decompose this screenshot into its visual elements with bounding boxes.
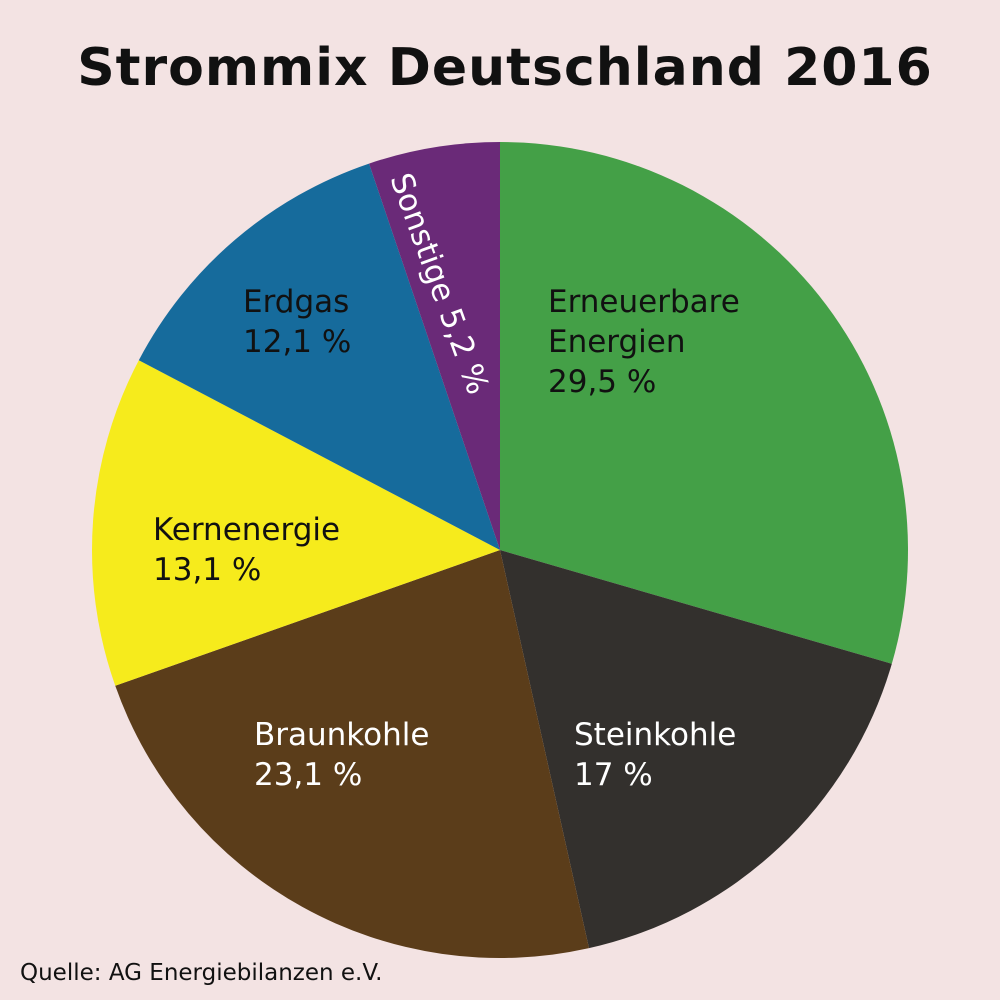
slice-value-erneuerbare-energien: 29,5 %	[548, 364, 656, 400]
chart-title: Strommix Deutschland 2016	[77, 38, 933, 98]
slice-value-steinkohle: 17 %	[574, 757, 653, 793]
pie-slice-steinkohle	[500, 550, 892, 949]
pie-slice-braunkohle	[115, 550, 589, 958]
pie-slice-kernenergie	[92, 360, 500, 686]
slice-name-erdgas: Erdgas	[243, 284, 349, 320]
slice-name-kernenergie: Kernenergie	[153, 512, 340, 548]
slice-value-kernenergie: 13,1 %	[153, 552, 261, 588]
pie-slice-erdgas	[138, 163, 500, 550]
source-note: Quelle: AG Energiebilanzen e.V.	[20, 960, 383, 986]
slice-value-braunkohle: 23,1 %	[254, 757, 362, 793]
slice-name-braunkohle: Braunkohle	[254, 717, 429, 753]
slice-name-erneuerbare-energien: Energien	[548, 324, 686, 360]
pie-slice-sonstige	[369, 142, 500, 550]
pie-slice-erneuerbare-energien	[500, 142, 909, 664]
slice-label-erdgas: Erdgas 12,1 %	[243, 284, 351, 360]
slice-label-erneuerbare-energien: Erneuerbare Energien 29,5 %	[548, 284, 740, 400]
slice-name-steinkohle: Steinkohle	[574, 717, 736, 753]
slice-label-kernenergie: Kernenergie 13,1 %	[153, 512, 340, 588]
slice-label-steinkohle: Steinkohle 17 %	[574, 717, 736, 793]
slice-name-erneuerbare-energien: Erneuerbare	[548, 284, 740, 320]
slice-value-erdgas: 12,1 %	[243, 324, 351, 360]
slice-label-braunkohle: Braunkohle 23,1 %	[254, 717, 429, 793]
